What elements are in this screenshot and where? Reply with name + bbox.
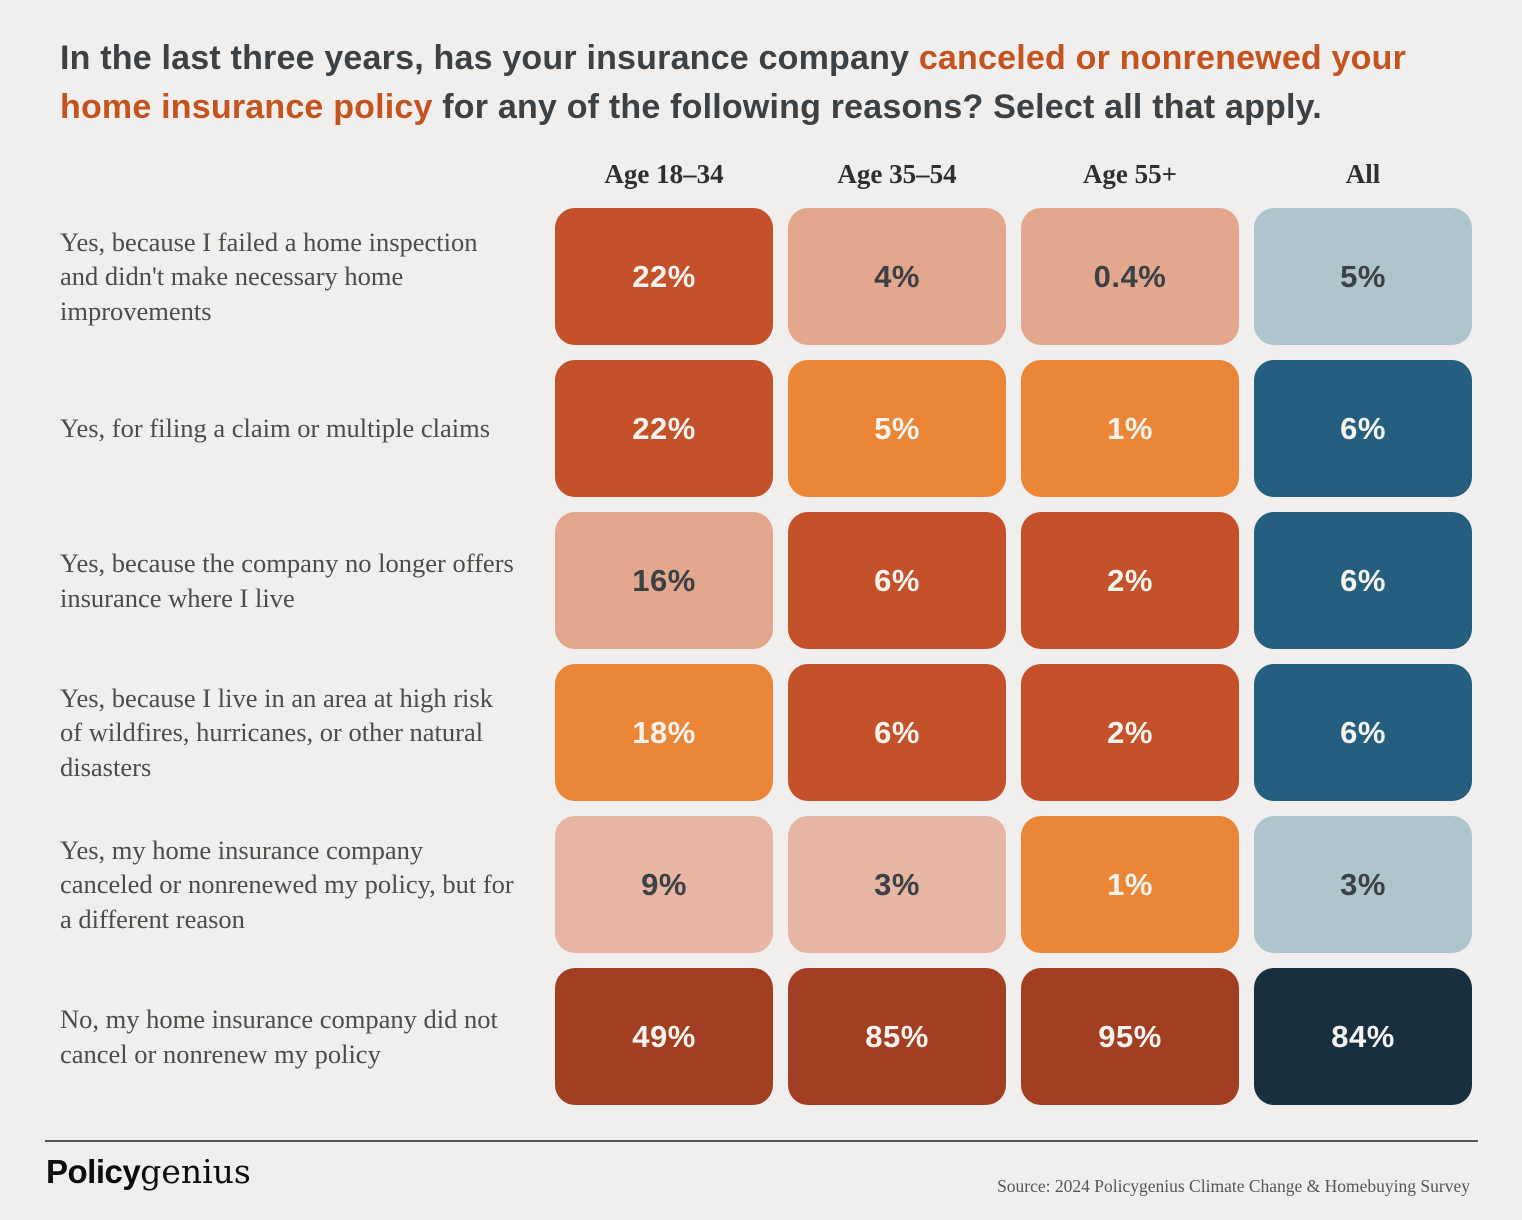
heatmap-cell: 22% — [555, 208, 773, 345]
heatmap-cell: 9% — [555, 816, 773, 953]
heatmap-cell: 84% — [1254, 968, 1472, 1105]
chart-title-part: for any of the following reasons? Select… — [432, 88, 1322, 127]
heatmap-cell: 6% — [788, 512, 1006, 649]
footer-divider — [45, 1140, 1478, 1142]
heatmap-cell: 5% — [1254, 208, 1472, 345]
row-label: No, my home insurance company did not ca… — [60, 1004, 498, 1069]
heatmap-cell: 0.4% — [1021, 208, 1239, 345]
heatmap-cell: 85% — [788, 968, 1006, 1105]
source-attribution: Source: 2024 Policygenius Climate Change… — [997, 1176, 1470, 1196]
row-label: Yes, because I live in an area at high r… — [60, 682, 493, 782]
column-header-age-35-54: Age 35–54 — [837, 158, 957, 189]
corner-spacer — [60, 155, 540, 193]
row-label: Yes, for filing a claim or multiple clai… — [60, 413, 491, 444]
heatmap-cell: 49% — [555, 968, 773, 1105]
chart-title-part: In the last three years, has your insura… — [60, 39, 919, 77]
chart-title-accent: canceled or nonrenewed your home insuran… — [60, 39, 1407, 127]
heatmap-cell: 3% — [788, 816, 1006, 953]
heatmap-cell: 1% — [1021, 360, 1239, 497]
row-label: Yes, because I failed a home inspection … — [60, 226, 478, 326]
heatmap-cell: 4% — [788, 208, 1006, 345]
column-header-age-55-plus: Age 55+ — [1082, 158, 1178, 189]
heatmap-cell: 5% — [788, 360, 1006, 497]
heatmap-cell: 6% — [1254, 664, 1472, 801]
row-label: Yes, my home insurance company canceled … — [60, 834, 514, 934]
row-label: Yes, because the company no longer offer… — [60, 548, 514, 613]
column-header-age-18-34: Age 18–34 — [604, 158, 724, 189]
heatmap-table: Age 18–34 Age 35–54 Age 55+ All Yes, bec… — [60, 155, 1472, 1105]
heatmap-cell: 22% — [555, 360, 773, 497]
heatmap-cell: 3% — [1254, 816, 1472, 953]
heatmap-cell: 1% — [1021, 816, 1239, 953]
heatmap-cell: 6% — [788, 664, 1006, 801]
chart-title: In the last three years, has your insura… — [60, 34, 1460, 133]
heatmap-cell: 95% — [1021, 968, 1239, 1105]
heatmap-cell: 2% — [1021, 664, 1239, 801]
heatmap-cell: 6% — [1254, 360, 1472, 497]
column-header-all: All — [1345, 158, 1381, 189]
policygenius-logo: Policygenius — [46, 1152, 251, 1191]
heatmap-cell: 18% — [555, 664, 773, 801]
heatmap-cell: 2% — [1021, 512, 1239, 649]
logo-text-genius: genius — [140, 1152, 251, 1191]
logo-text-policy: Policy — [46, 1153, 141, 1190]
heatmap-cell: 6% — [1254, 512, 1472, 649]
heatmap-cell: 16% — [555, 512, 773, 649]
